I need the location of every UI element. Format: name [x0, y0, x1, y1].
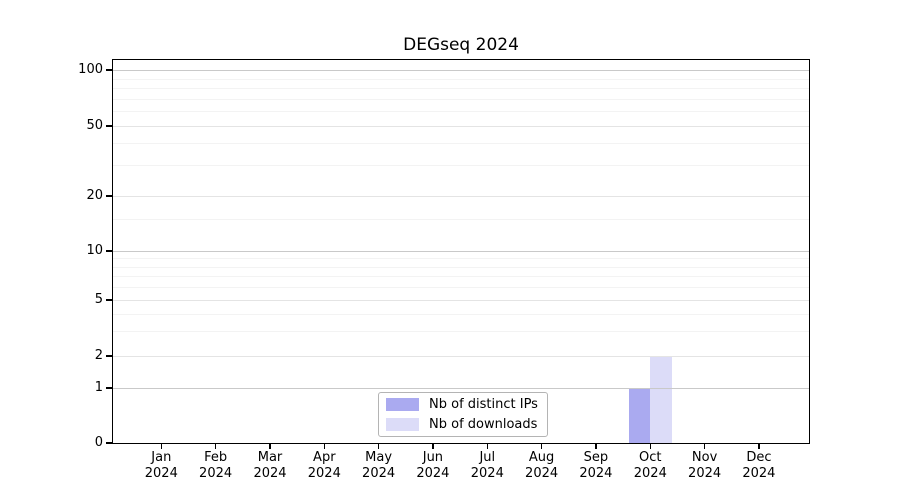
x-tick-label: Dec 2024: [742, 450, 776, 481]
y-tick-label: 10: [86, 243, 103, 258]
x-tick: [703, 443, 706, 449]
x-tick: [378, 443, 380, 449]
minor-gridline: [113, 276, 809, 278]
legend-item-distinct-ips: Nb of distinct IPs: [386, 396, 540, 413]
y-tick: [106, 355, 112, 357]
minor-gridline: [113, 143, 809, 144]
major-gridline: [113, 388, 809, 389]
x-tick: [486, 443, 488, 449]
x-tick: [323, 443, 325, 449]
minor-gridline: [113, 287, 809, 289]
y-tick-label: 20: [86, 188, 103, 203]
minor-gridline: [113, 78, 809, 80]
bar-distinct-ips: [628, 388, 651, 443]
x-tick: [758, 443, 760, 449]
y-tick: [106, 125, 112, 127]
x-tick: [160, 443, 162, 449]
minor-gridline: [113, 98, 809, 100]
legend-item-downloads: Nb of downloads: [386, 416, 540, 433]
legend-label-distinct-ips: Nb of distinct IPs: [429, 397, 538, 412]
legend-swatch-downloads: [386, 418, 419, 431]
minor-gridline: [113, 266, 809, 268]
x-tick-label: Mar 2024: [253, 450, 287, 481]
x-tick-label: Aug 2024: [525, 450, 559, 481]
minor-gridline: [113, 165, 809, 166]
y-tick: [106, 442, 112, 444]
minor-gridline: [113, 218, 809, 220]
x-tick-label: Sep 2024: [579, 450, 613, 481]
x-tick-label: May 2024: [362, 450, 396, 481]
x-tick-label: Jul 2024: [470, 450, 504, 481]
x-tick-label: Nov 2024: [688, 450, 722, 481]
x-tick-label: Feb 2024: [199, 450, 233, 481]
y-tick-label: 100: [78, 62, 103, 77]
legend-swatch-distinct-ips: [386, 398, 419, 411]
x-tick-label: Oct 2024: [633, 450, 667, 481]
minor-gridline: [113, 331, 809, 333]
major-gridline: [113, 70, 809, 71]
minor-gridline: [113, 258, 809, 260]
x-tick: [215, 443, 217, 449]
y-tick-label: 1: [94, 380, 103, 395]
chart-title: DEGseq 2024: [403, 35, 519, 55]
major-gridline: [113, 356, 809, 357]
y-tick: [106, 299, 112, 301]
y-tick: [106, 195, 112, 197]
y-tick-label: 0: [94, 435, 103, 450]
y-tick: [106, 69, 112, 71]
y-tick-label: 50: [86, 118, 103, 133]
x-tick-label: Apr 2024: [307, 450, 341, 481]
y-tick-label: 5: [94, 292, 103, 307]
minor-gridline: [113, 313, 809, 315]
minor-gridline: [113, 88, 809, 89]
major-gridline: [113, 300, 809, 301]
x-tick: [432, 443, 434, 449]
major-gridline: [113, 196, 809, 197]
x-tick: [269, 443, 271, 449]
legend: Nb of distinct IPs Nb of downloads: [378, 392, 548, 437]
bar-downloads: [650, 356, 672, 443]
x-tick: [649, 443, 651, 449]
x-tick: [595, 443, 597, 449]
x-tick-label: Jan 2024: [144, 450, 178, 481]
legend-label-downloads: Nb of downloads: [429, 417, 538, 432]
major-gridline: [113, 126, 809, 127]
major-gridline: [113, 251, 809, 252]
y-tick: [106, 387, 112, 389]
x-tick-label: Jun 2024: [416, 450, 450, 481]
x-tick: [541, 443, 543, 449]
y-tick-label: 2: [94, 348, 103, 363]
minor-gridline: [113, 111, 809, 113]
y-tick: [106, 250, 112, 252]
